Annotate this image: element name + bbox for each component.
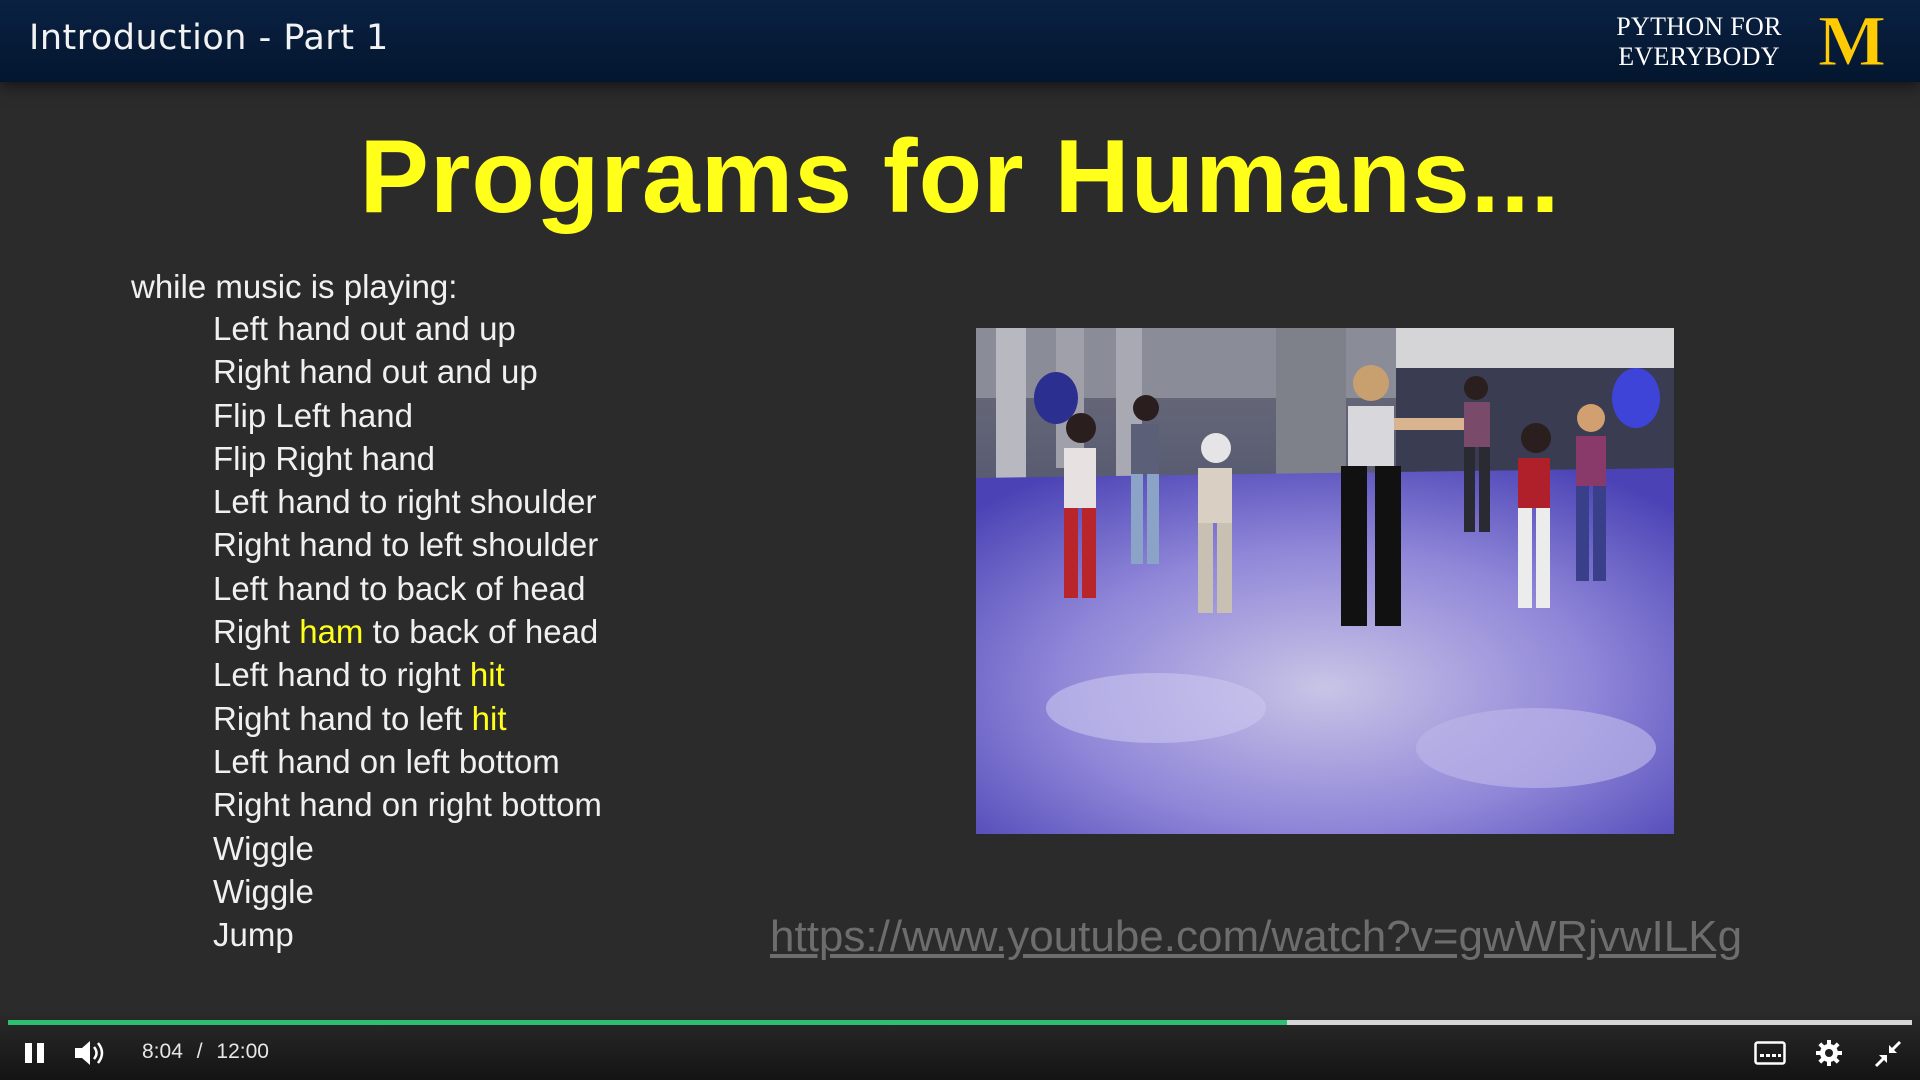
instruction-line: Right hand to left shoulder: [131, 523, 602, 566]
dance-scene-image: [976, 328, 1674, 834]
settings-button[interactable]: [1815, 1039, 1843, 1067]
logo-letter: M: [1818, 10, 1886, 70]
captions-button[interactable]: [1754, 1040, 1786, 1066]
instruction-text: Left hand out and up: [213, 310, 516, 347]
lecture-title: Introduction - Part 1: [29, 18, 389, 58]
instruction-line: Left hand on left bottom: [131, 740, 602, 783]
captions-icon: [1754, 1041, 1786, 1065]
instruction-line: Wiggle: [131, 870, 602, 913]
instruction-lines: Left hand out and up Right hand out and u…: [131, 307, 602, 956]
slide-title: Programs for Humans...: [359, 119, 1561, 235]
instruction-list: while music is playing: Left hand out an…: [131, 267, 602, 956]
instruction-line: Jump: [131, 913, 602, 956]
instruction-text: Wiggle: [213, 829, 314, 867]
exit-fullscreen-button[interactable]: [1874, 1040, 1902, 1068]
instruction-line: Right hand on right bottom: [131, 783, 602, 826]
time-separator: /: [196, 1040, 203, 1063]
instruction-line: Left hand to back of head: [131, 567, 602, 610]
instruction-line: Flip Right hand: [131, 437, 602, 480]
instruction-text: Right hand to left shoulder: [213, 526, 599, 564]
instruction-line: Right hand out and up: [131, 350, 602, 393]
instruction-lead-line: while music is playing:: [131, 268, 458, 305]
video-header-bar: Introduction - Part 1 PYTHON FOR EVERYBO…: [0, 0, 1920, 82]
instruction-line: Flip Left hand: [131, 394, 602, 437]
instruction-text: Right hand out and up: [213, 353, 538, 391]
instruction-line: Wiggle: [131, 827, 602, 870]
instruction-text: to back of head: [363, 613, 599, 651]
instruction-text: Flip Left hand: [213, 396, 413, 434]
brand-line-2: EVERYBODY: [1618, 42, 1780, 71]
instruction-text: Right hand to left: [213, 699, 472, 737]
course-brand-text: PYTHON FOR EVERYBODY: [1606, 12, 1792, 72]
instruction-text: Wiggle: [213, 872, 314, 910]
video-source-link[interactable]: https://www.youtube.com/watch?v=gwWRjvwI…: [770, 912, 1743, 961]
current-time: 8:04: [142, 1040, 183, 1063]
instruction-line: Right ham to back of head: [131, 610, 602, 653]
highlighted-word: ham: [299, 613, 364, 651]
instruction-text: Left hand to back of head: [213, 569, 586, 607]
highlighted-word: hit: [471, 699, 507, 737]
progress-bar-fill: [8, 1020, 1288, 1025]
duration: 12:00: [216, 1040, 269, 1063]
instruction-text: Left hand on left bottom: [213, 742, 560, 780]
instruction-line: Left hand to right shoulder: [131, 480, 602, 523]
highlighted-word: hit: [469, 656, 505, 694]
instruction-text: Right: [213, 613, 300, 651]
time-display: 8:04 / 12:00: [142, 1040, 269, 1064]
instruction-line: Right hand to left hit: [131, 697, 602, 740]
instruction-line: Left hand out and up: [131, 307, 602, 350]
volume-button[interactable]: [73, 1038, 107, 1068]
exit-fullscreen-icon: [1874, 1040, 1902, 1068]
instruction-text: Left hand to right shoulder: [213, 483, 597, 521]
dance-video-still: [976, 328, 1674, 834]
instruction-text: Flip Right hand: [213, 439, 435, 477]
gear-icon: [1816, 1040, 1842, 1066]
volume-icon: [75, 1041, 104, 1065]
instruction-text: Jump: [213, 916, 294, 954]
university-logo: M: [1818, 10, 1887, 70]
instruction-text: Left hand to right: [213, 656, 470, 694]
pause-button[interactable]: [22, 1040, 48, 1066]
brand-line-1: PYTHON FOR: [1616, 12, 1782, 41]
instruction-line: Left hand to right hit: [131, 653, 602, 696]
progress-bar[interactable]: [8, 1020, 1912, 1025]
instruction-text: Right hand on right bottom: [213, 786, 602, 824]
pause-icon: [25, 1043, 44, 1063]
